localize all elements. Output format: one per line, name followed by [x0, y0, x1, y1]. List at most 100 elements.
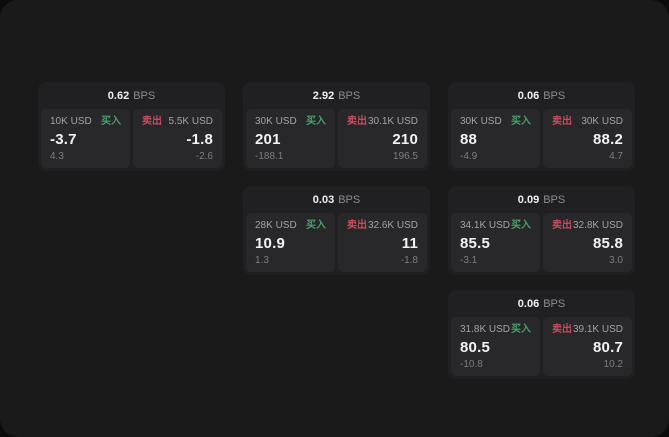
- sell-side-label: 卖出: [552, 324, 572, 335]
- bps-unit-label: BPS: [543, 297, 566, 310]
- sell-tile[interactable]: 卖出 32.6K USD 11 -1.8: [338, 213, 427, 272]
- sell-side-label: 卖出: [347, 116, 367, 127]
- tile-top-row: 卖出 30.1K USD: [347, 116, 418, 128]
- sell-tile[interactable]: 卖出 32.8K USD 85.8 3.0: [543, 213, 632, 272]
- notional-label: 32.6K USD: [367, 220, 418, 231]
- buy-side-label: 买入: [306, 116, 326, 127]
- buy-delta-value: 4.3: [50, 151, 64, 162]
- quote-card: 0.06 BPS 30K USD 买入 88 -4.9 卖出 30K USD 8…: [448, 82, 635, 171]
- sell-side-label: 卖出: [552, 220, 572, 231]
- buy-tile[interactable]: 30K USD 买入 201 -188.1: [246, 109, 335, 168]
- bps-value: 0.09: [517, 193, 540, 206]
- quote-tiles: 28K USD 买入 10.9 1.3 卖出 32.6K USD 11 -1.8: [246, 213, 427, 272]
- notional-label: 30K USD: [255, 116, 297, 127]
- bps-unit-label: BPS: [133, 89, 156, 102]
- buy-side-label: 买入: [511, 116, 531, 127]
- sell-tile[interactable]: 卖出 30.1K USD 210 196.5: [338, 109, 427, 168]
- quote-card: 0.09 BPS 34.1K USD 买入 85.5 -3.1 卖出 32.8K…: [448, 186, 635, 275]
- sell-delta-value: -1.8: [400, 255, 418, 266]
- buy-tile[interactable]: 34.1K USD 买入 85.5 -3.1: [451, 213, 540, 272]
- quote-tiles: 30K USD 买入 201 -188.1 卖出 30.1K USD 210 1…: [246, 109, 427, 168]
- buy-delta-value: -3.1: [460, 255, 478, 266]
- notional-label: 30.1K USD: [367, 116, 418, 127]
- sell-price-value: 85.8: [593, 235, 623, 252]
- tile-top-row: 卖出 39.1K USD: [552, 324, 623, 336]
- buy-price-value: 88: [460, 131, 478, 148]
- buy-tile[interactable]: 10K USD 买入 -3.7 4.3: [41, 109, 130, 168]
- card-header: 0.06 BPS: [448, 290, 635, 317]
- sell-price-value: 88.2: [593, 131, 623, 148]
- quote-tiles: 31.8K USD 买入 80.5 -10.8 卖出 39.1K USD 80.…: [451, 317, 632, 376]
- sell-delta-value: 196.5: [392, 151, 418, 162]
- sell-price-value: 80.7: [593, 339, 623, 356]
- bps-unit-label: BPS: [338, 89, 361, 102]
- tile-top-row: 卖出 5.5K USD: [142, 116, 213, 128]
- card-header: 0.62 BPS: [38, 82, 225, 109]
- quote-tiles: 10K USD 买入 -3.7 4.3 卖出 5.5K USD -1.8 -2.…: [41, 109, 222, 168]
- buy-tile[interactable]: 28K USD 买入 10.9 1.3: [246, 213, 335, 272]
- sell-side-label: 卖出: [552, 116, 572, 127]
- sell-tile[interactable]: 卖出 5.5K USD -1.8 -2.6: [133, 109, 222, 168]
- tile-top-row: 卖出 32.8K USD: [552, 220, 623, 232]
- sell-price-value: 11: [401, 235, 418, 252]
- quote-card: 0.62 BPS 10K USD 买入 -3.7 4.3 卖出 5.5K USD…: [38, 82, 225, 171]
- tile-top-row: 31.8K USD 买入: [460, 324, 531, 336]
- quote-tiles: 34.1K USD 买入 85.5 -3.1 卖出 32.8K USD 85.8…: [451, 213, 632, 272]
- sell-delta-value: 4.7: [609, 151, 623, 162]
- notional-label: 10K USD: [50, 116, 92, 127]
- bps-value: 0.62: [107, 89, 130, 102]
- bps-unit-label: BPS: [543, 89, 566, 102]
- sell-price-value: -1.8: [186, 131, 213, 148]
- buy-tile[interactable]: 30K USD 买入 88 -4.9: [451, 109, 540, 168]
- bps-value: 0.06: [517, 89, 540, 102]
- sell-delta-value: -2.6: [195, 151, 213, 162]
- tile-top-row: 34.1K USD 买入: [460, 220, 531, 232]
- bps-value: 0.06: [517, 297, 540, 310]
- notional-label: 31.8K USD: [460, 324, 511, 335]
- buy-tile[interactable]: 31.8K USD 买入 80.5 -10.8: [451, 317, 540, 376]
- bps-value: 2.92: [312, 89, 335, 102]
- card-header: 2.92 BPS: [243, 82, 430, 109]
- notional-label: 30K USD: [460, 116, 502, 127]
- sell-side-label: 卖出: [142, 116, 162, 127]
- tile-top-row: 卖出 32.6K USD: [347, 220, 418, 232]
- bps-unit-label: BPS: [543, 193, 566, 206]
- buy-side-label: 买入: [101, 116, 121, 127]
- tile-top-row: 30K USD 买入: [255, 116, 326, 128]
- quote-card: 0.03 BPS 28K USD 买入 10.9 1.3 卖出 32.6K US…: [243, 186, 430, 275]
- tile-top-row: 卖出 30K USD: [552, 116, 623, 128]
- buy-side-label: 买入: [306, 220, 326, 231]
- buy-side-label: 买入: [511, 324, 531, 335]
- sell-side-label: 卖出: [347, 220, 367, 231]
- buy-side-label: 买入: [511, 220, 531, 231]
- buy-price-value: -3.7: [50, 131, 77, 148]
- notional-label: 30K USD: [581, 116, 623, 127]
- notional-label: 39.1K USD: [572, 324, 623, 335]
- buy-delta-value: -10.8: [460, 359, 483, 370]
- notional-label: 28K USD: [255, 220, 297, 231]
- bps-value: 0.03: [312, 193, 335, 206]
- buy-price-value: 201: [255, 131, 281, 148]
- card-header: 0.09 BPS: [448, 186, 635, 213]
- bps-unit-label: BPS: [338, 193, 361, 206]
- sell-tile[interactable]: 卖出 30K USD 88.2 4.7: [543, 109, 632, 168]
- quote-tiles: 30K USD 买入 88 -4.9 卖出 30K USD 88.2 4.7: [451, 109, 632, 168]
- tile-top-row: 10K USD 买入: [50, 116, 121, 128]
- quote-card: 2.92 BPS 30K USD 买入 201 -188.1 卖出 30.1K …: [243, 82, 430, 171]
- sell-price-value: 210: [392, 131, 418, 148]
- buy-price-value: 10.9: [255, 235, 285, 252]
- sell-delta-value: 10.2: [603, 359, 623, 370]
- buy-price-value: 80.5: [460, 339, 490, 356]
- tile-top-row: 30K USD 买入: [460, 116, 531, 128]
- sell-delta-value: 3.0: [609, 255, 623, 266]
- sell-tile[interactable]: 卖出 39.1K USD 80.7 10.2: [543, 317, 632, 376]
- quote-card: 0.06 BPS 31.8K USD 买入 80.5 -10.8 卖出 39.1…: [448, 290, 635, 379]
- buy-delta-value: 1.3: [255, 255, 269, 266]
- card-header: 0.03 BPS: [243, 186, 430, 213]
- notional-label: 34.1K USD: [460, 220, 511, 231]
- notional-label: 32.8K USD: [572, 220, 623, 231]
- card-header: 0.06 BPS: [448, 82, 635, 109]
- buy-delta-value: -188.1: [255, 151, 284, 162]
- buy-price-value: 85.5: [460, 235, 490, 252]
